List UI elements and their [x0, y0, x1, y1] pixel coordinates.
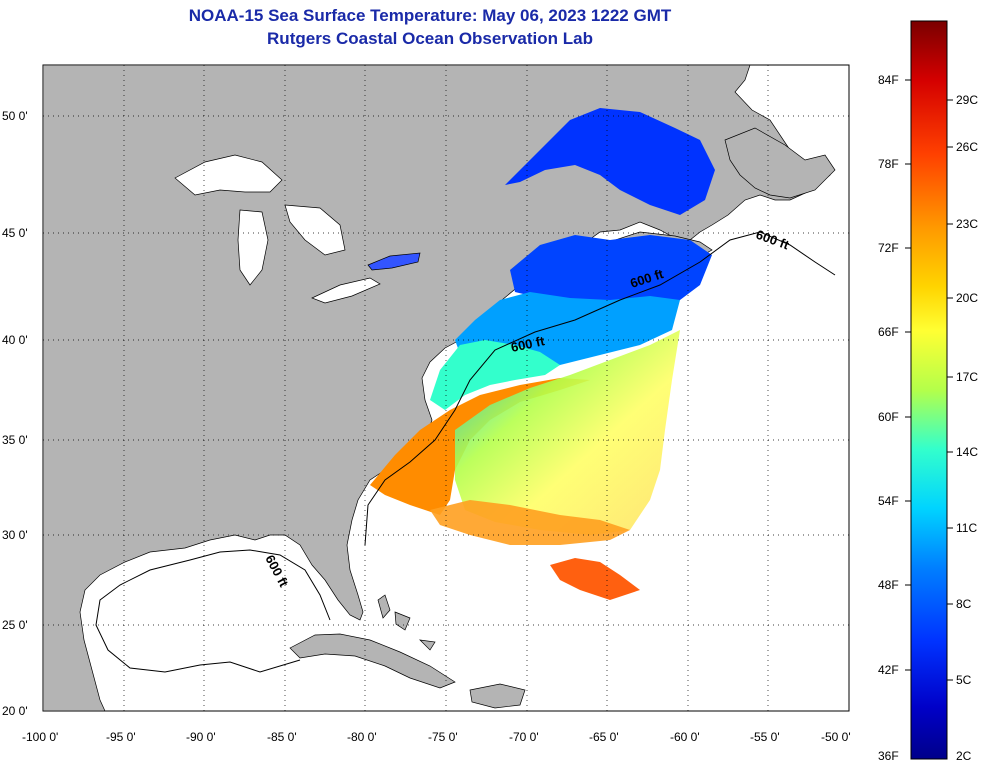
lake-erie [311, 277, 381, 304]
colorbar-c-label: 23C [956, 217, 979, 231]
land-cuba [289, 633, 456, 689]
sst-gulf-of-maine [510, 235, 712, 305]
colorbar-ticks [905, 79, 953, 681]
lat-tick-label: 25 0' [2, 618, 28, 632]
colorbar [910, 20, 948, 760]
land-hispaniola [469, 683, 526, 709]
colorbar-f-label: 60F [878, 410, 899, 424]
colorbar-f-label: 54F [878, 494, 899, 508]
lake-michigan [237, 209, 269, 286]
lon-tick-label: -65 0' [589, 730, 619, 744]
lat-tick-label: 35 0' [2, 433, 28, 447]
lon-tick-label: -75 0' [428, 730, 458, 744]
lake-superior [174, 154, 283, 196]
colorbar-f-label: 48F [878, 578, 899, 592]
lon-tick-label: -55 0' [750, 730, 780, 744]
colorbar-f-label: 84F [878, 73, 899, 87]
lon-tick-label: -60 0' [670, 730, 700, 744]
isobath-600ft-atlantic [364, 231, 836, 546]
sst-far-south-patch [550, 558, 640, 600]
colorbar-c-label: 29C [956, 93, 979, 107]
colorbar-f-label: 66F [878, 325, 899, 339]
colorbar-f-label: 78F [878, 157, 899, 171]
colorbar-c-label: 5C [956, 673, 972, 687]
lon-tick-label: -100 0' [22, 730, 59, 744]
colorbar-c-label: 8C [956, 597, 972, 611]
colorbar-c-label: 11C [956, 521, 978, 535]
land-newfoundland [724, 127, 836, 199]
colorbar-f-label: 42F [878, 663, 899, 677]
lake-huron [284, 204, 346, 256]
colorbar-c-label: 2C [956, 749, 972, 763]
map-subtitle: Rutgers Coastal Ocean Observation Lab [267, 29, 593, 48]
lon-tick-label: -50 0' [821, 730, 851, 744]
sst-gulf-stream-warm [370, 378, 590, 515]
lon-tick-label: -95 0' [106, 730, 136, 744]
colorbar-f-label: 36F [878, 749, 899, 763]
lon-tick-label: -80 0' [347, 730, 377, 744]
lon-tick-label: -90 0' [186, 730, 216, 744]
sst-southern-warm [430, 500, 630, 545]
colorbar-c-label: 17C [956, 370, 979, 384]
lat-tick-label: 30 0' [2, 528, 28, 542]
colorbar-c-label: 26C [956, 140, 979, 154]
sst-offshore-subtropical [455, 330, 680, 535]
lon-tick-label: -85 0' [267, 730, 297, 744]
lon-tick-label: -70 0' [509, 730, 539, 744]
land-bahamas [377, 594, 436, 651]
lake-ontario [367, 252, 421, 271]
lat-tick-label: 50 0' [2, 109, 28, 123]
colorbar-c-label: 20C [956, 291, 979, 305]
sst-mid-atlantic [430, 340, 560, 410]
colorbar-f-label: 72F [878, 241, 899, 255]
lat-tick-label: 40 0' [2, 333, 28, 347]
isobath-600ft-gulf [95, 549, 331, 673]
sst-gulf-of-st-lawrence [505, 108, 715, 215]
lat-tick-label: 45 0' [2, 226, 28, 240]
colorbar-c-label: 14C [956, 445, 979, 459]
isobath-label-3: 600 ft [510, 333, 547, 355]
lat-tick-label: 20 0' [2, 704, 28, 718]
map-title: NOAA-15 Sea Surface Temperature: May 06,… [188, 6, 672, 25]
